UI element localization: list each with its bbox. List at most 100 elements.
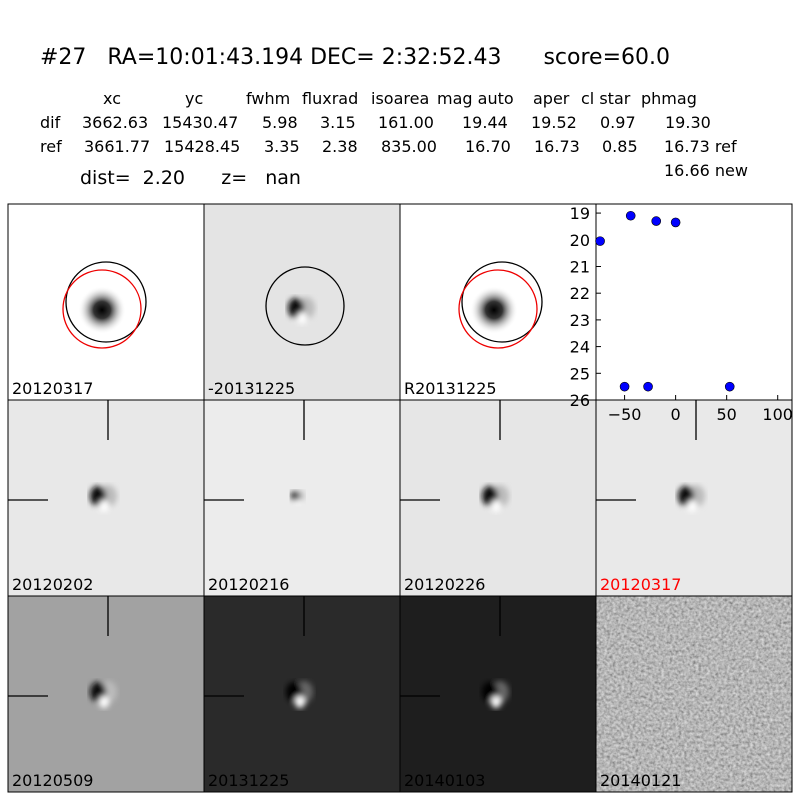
y-tick-label: 26 [570,391,590,410]
source [288,297,315,324]
image-panel: 20120202 [7,399,205,597]
panel-label: 20120509 [12,771,93,790]
y-tick-label: 24 [570,338,590,357]
y-tick-label: 21 [570,257,590,276]
row-label: ref [40,137,62,156]
panel-label: 20120317 [600,575,681,594]
column-header: mag auto [437,89,514,108]
aperture [458,269,538,349]
source [678,485,705,512]
source-bright [491,696,501,708]
x-tick-label: 100 [762,405,793,424]
data-point [595,236,605,246]
source [78,286,126,334]
source-dark [291,491,299,501]
source-bright [491,500,501,512]
plot-area [595,203,793,401]
table-cell: 16.70 [465,137,511,156]
table-cell: 19.44 [462,113,508,132]
lightcurve-chart: 19 20 21 22 23 24 25 26 −50 0 50 100 [570,203,793,424]
x-tick-label: 50 [716,405,736,424]
y-tick-label: 23 [570,311,590,330]
table-cell: 15430.47 [162,113,238,132]
source-bright [295,696,305,708]
source [286,681,313,708]
noise [596,596,792,792]
image-panel: 20140121 [595,595,793,793]
table-cell: 835.00 [381,137,437,156]
table-cell: 16.73 ref [664,137,737,156]
image-panel: -20131225 [203,203,401,401]
panel-frame [595,595,793,793]
image-panel: 20120226 [399,399,597,597]
panel-label: 20120317 [12,379,93,398]
image-panel: 20120509 [7,595,205,793]
extra-mag: 16.66 new [664,161,748,180]
panel-label: 20140103 [404,771,485,790]
column-header: aper [533,89,570,108]
row-label: dif [40,113,61,132]
image-panel: 20120216 [203,399,401,597]
table-cell: 2.38 [322,137,358,156]
source-bright [295,499,301,505]
table-cell: 3.35 [264,137,300,156]
source [482,485,509,512]
data-point [651,216,662,226]
aperture [461,261,543,343]
source [90,485,117,512]
panel-label: -20131225 [208,379,295,398]
column-header: yc [185,89,203,108]
aperture [265,266,345,346]
y-tick-label: 22 [570,284,590,303]
y-tick-label: 20 [570,231,590,250]
source [291,490,305,505]
panel-label: 20120226 [404,575,485,594]
panel-label: 20140121 [600,771,681,790]
panel-label: 20131225 [208,771,289,790]
data-point [619,381,630,392]
data-point [670,217,681,228]
source-bright [99,696,109,708]
column-header: fwhm [246,89,290,108]
data-point [724,381,735,392]
table-cell: 3661.77 [84,137,150,156]
table-cell: 19.30 [665,113,711,132]
data-point [625,210,636,221]
table-cell: 5.98 [262,113,298,132]
table-cell: 3662.63 [82,113,148,132]
table-cell: 0.85 [602,137,638,156]
dist-line: dist= 2.20 z= nan [80,167,301,189]
column-header: phmag [641,89,697,108]
source [90,681,117,708]
source [482,681,509,708]
image-panel: 20131225 [203,595,401,793]
x-tick-label: −50 [608,405,642,424]
table-cell: 3.15 [320,113,356,132]
source-bright [297,312,307,324]
image-panel: R20131225 [399,203,597,401]
column-header: isoarea [371,89,429,108]
image-panel: 20120317 [595,399,793,597]
table-cell: 15428.45 [164,137,240,156]
table-cell: 19.52 [531,113,577,132]
stats-table: xc yc fwhm fluxrad isoarea mag auto aper cl sta… [40,89,737,156]
table-cell: 0.97 [600,113,636,132]
y-tick-label: 25 [570,364,590,383]
table-cell: 16.73 [534,137,580,156]
image-panel: 20120317 [7,203,205,401]
panel-label: R20131225 [404,379,497,398]
aperture [65,261,147,343]
y-tick-label: 19 [570,204,590,223]
image-panel: 20140103 [399,595,597,793]
panels: 20120317 -20131225 R20131225 20120202 201202… [7,203,793,793]
panel-label: 20120202 [12,575,93,594]
column-header: fluxrad [302,89,358,108]
source-bright [99,500,109,512]
x-tick-label: 0 [671,405,681,424]
aperture [62,269,142,349]
source-bright [687,500,697,512]
panel-label: 20120216 [208,575,289,594]
column-header: xc [103,89,121,108]
title: #27 RA=10:01:43.194 DEC= 2:32:52.43 scor… [40,45,670,70]
